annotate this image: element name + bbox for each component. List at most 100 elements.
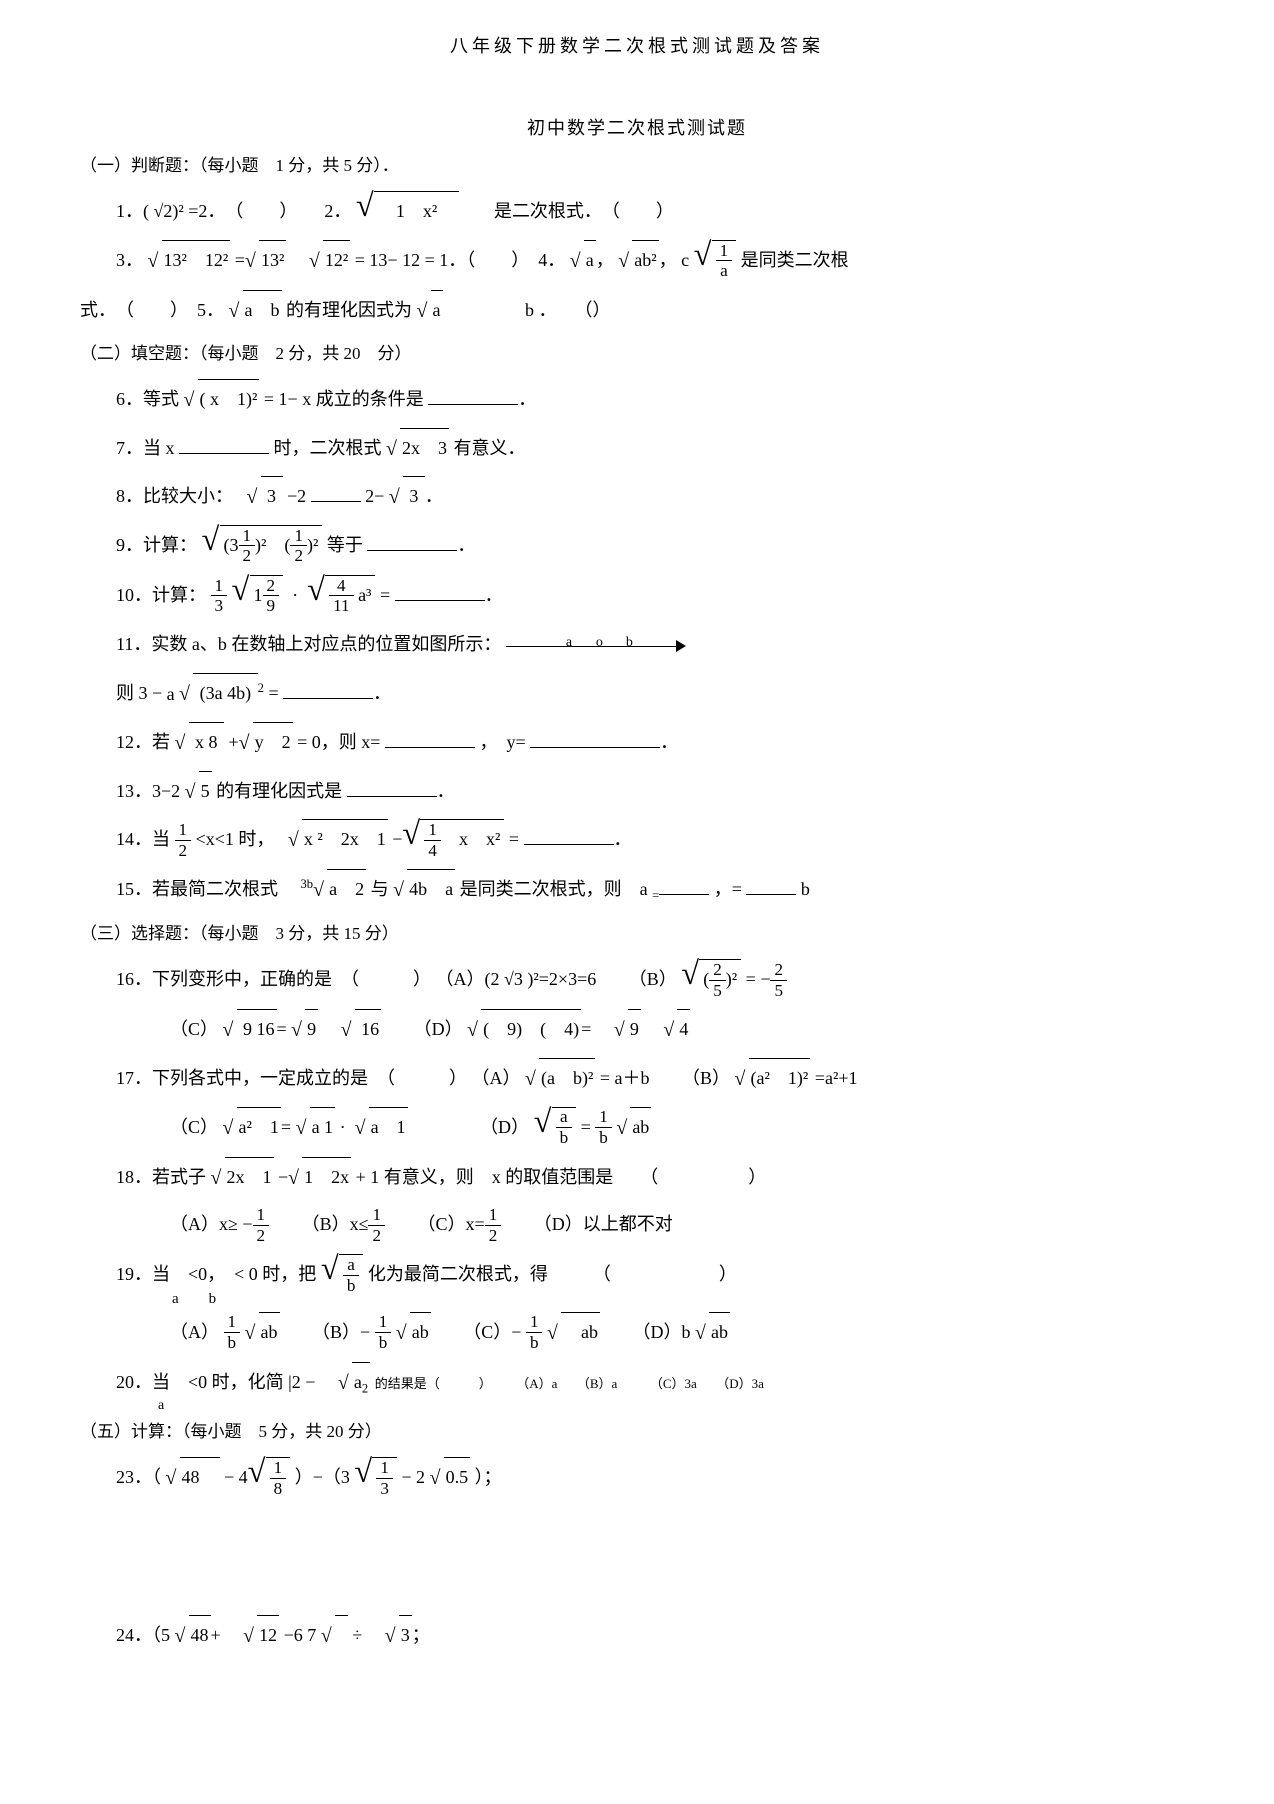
section-c-head: （三）选择题：（每小题 3 分，共 15 分） [80,919,1194,950]
q8-a: 8．比较大小： [116,486,242,506]
q7-a: 7．当 x [116,438,175,458]
q14-a: 14．当 [116,829,175,849]
q16-A: （A）(2 √3 )²=2×3=6 [436,960,597,1000]
q15-sqrt1: a 2 [313,869,366,910]
q13-row: 13．3−2 5 的有理化因式是 ． [116,771,1194,812]
q19-A: （A） 1b ab [170,1312,280,1354]
q13-a: 13．3−2 [116,781,185,801]
q10-a: 10．计算： [116,585,206,605]
q13-b: 的有理化因式是 [216,781,347,801]
q24-sqrt3 [321,1615,348,1656]
q5-text-a: 式． （ ） 5． [80,300,224,320]
q20-row: 20．当 <0 时，化简 |2 − a2 的结果是（ ） （A）a （B）a （… [116,1362,1194,1409]
q11-sqrt: (3a 4b) [179,673,257,714]
q23-row: 23．（ 48 − 418 ）−（3 13 − 2 0.5 ）； [116,1457,1194,1499]
q6-sqrt: ( x 1)² [184,379,260,420]
number-line-icon: a o b [506,636,686,656]
q6-a: 6．等式 [116,389,184,409]
q24-a: 24．（5 [116,1625,175,1645]
q11-blank [283,680,373,699]
q16-C: （C） 9 16= 9 16 [170,1009,381,1050]
q17-B: （B） (a² 1)² =a²+1 [682,1058,858,1099]
q9-sqrt: (312)² (12)² [202,525,323,567]
q7-row: 7．当 x 时，二次根式 2x 3 有意义． [116,428,1194,469]
q19-b: 化为最简二次根式，得 （ ） [368,1264,737,1284]
q12-b: = 0，则 x= [297,732,385,752]
q18-sqrt2: 1 2x [288,1157,351,1198]
q8-blank [311,483,361,502]
q2-text-b: 是二次根式． （ ） [494,201,674,221]
q12-row: 12．若 x 8 +y 2 = 0，则 x= ， y= ． [116,722,1194,763]
q20-opts: （A）a （B）a （C）3a （D）3a [516,1376,764,1391]
q19-sub: a b [172,1296,1194,1304]
q15-row: 15．若最简二次根式 3ba 2 与 4b a 是同类二次根式，则 a = ，=… [116,869,1194,910]
q15-sqrt2: 4b a [393,869,455,910]
q19-C: （C）− 1b ab [463,1312,600,1354]
q7-sqrt: 2x 3 [386,428,449,469]
q3-sqrt3: 12² [309,240,350,281]
q6-b: = 1− x 成立的条件是 [264,389,428,409]
q20-b: 的结果是（ ） [375,1376,492,1391]
q17-row: 17．下列各式中，一定成立的是 （ ） （A） (a b)² = a＋b （B）… [116,1058,1194,1099]
q12-c: ， y= [479,732,530,752]
q5-text-c: b ． （） [507,300,611,320]
q17-C: （C） a² 1= a 1 · a 1 [170,1107,408,1148]
q4-sqrt-frac: 1a [694,240,737,282]
q18-row2: （A）x≥ −12 （B）x≤12 （C）x=12 （D）以上都不对 [170,1205,1194,1246]
q3-row: 3． 13² 12² =13² 12² = 13− 12 = 1．（ ） 4． … [116,240,1194,282]
q13-sqrt: 5 [185,771,212,812]
q9-row: 9．计算： (312)² (12)² 等于 ． [116,525,1194,567]
q13-blank [347,778,437,797]
q15-d: ，= [714,879,742,899]
q23-a: 23．（ [116,1467,161,1487]
page-header: 八年级下册数学二次根式测试题及答案 [80,30,1194,62]
q12-a: 12．若 [116,732,175,752]
q18-row: 18．若式子 2x 1 −1 2x + 1 有意义，则 x 的取值范围是 （ ） [116,1157,1194,1198]
q24-sqrt1: 48 [175,1615,211,1656]
q8-b: −2 [287,486,306,506]
q15-c: 是同类二次根式，则 a [460,879,648,899]
q12-sqrt2: y 2 [239,722,293,763]
q15-e: b [801,879,810,899]
q8-c: 2− [365,486,384,506]
q14-frac: 12 [175,821,192,861]
q8-sqrt2: 3 [389,476,425,517]
q10-sqrt1: 129 [232,575,284,617]
q18-D: （D）以上都不对 [534,1205,673,1245]
q20-sub: a [158,1403,1194,1409]
q14-blank [524,826,614,845]
q18-A: （A）x≥ −12 [170,1205,269,1246]
q12-blank1 [385,729,475,748]
q10-blank [395,582,485,601]
q4-sqrt-a: a [570,240,596,281]
q23-c: − 2 [401,1467,425,1487]
q4-c: c [681,250,689,270]
q23-sqrt1: 48 [166,1457,220,1498]
q8-row: 8．比较大小： 3 −2 2− 3 ． [116,476,1194,517]
q24-c: ÷ [352,1625,380,1645]
q18-B: （B）x≤12 [302,1205,385,1246]
q3-label: 3． [116,250,143,270]
q7-blank [179,435,269,454]
q16-D: （D） ( 9) ( 4)= 9 4 [414,1009,691,1050]
q10-frac1: 13 [211,577,228,617]
q20-a: 20．当 <0 时，化简 |2 − [116,1372,333,1392]
q10-sqrt2: 411 a³ [307,575,375,617]
q17-row2: （C） a² 1= a 1 · a 1 （D） ab = 1b ab [170,1107,1194,1149]
q8-sqrt1: 3 [247,476,283,517]
q11b-a: 则 3 − [116,683,162,703]
q14-b: <x<1 时， [196,829,284,849]
q16-row2: （C） 9 16= 9 16 （D） ( 9) ( 4)= 9 4 [170,1009,1194,1050]
q3-sqrt1: 13² 12² [148,240,231,281]
q15-blank2 [746,876,796,895]
q14-row: 14．当 12 <x<1 时， x ² 2x 1 −14 x x² = ． [116,819,1194,861]
q1-row: 1．( √2)² =2． （ ） 2． 1 x² 是二次根式． （ ） [116,191,1194,232]
q15-blank1 [659,876,709,895]
q6-row: 6．等式 ( x 1)² = 1− x 成立的条件是 ． [116,379,1194,420]
q18-sqrt1: 2x 1 [211,1157,274,1198]
q4-text-c: 是同类二次根 [741,250,849,270]
q10-row: 10．计算： 13 129 · 411 a³ = ． [116,575,1194,617]
q16-B: （B） (25)² = −25 [629,959,787,1001]
q18-C: （C）x=12 [418,1205,502,1246]
q19-sqrt: ab [321,1254,364,1296]
